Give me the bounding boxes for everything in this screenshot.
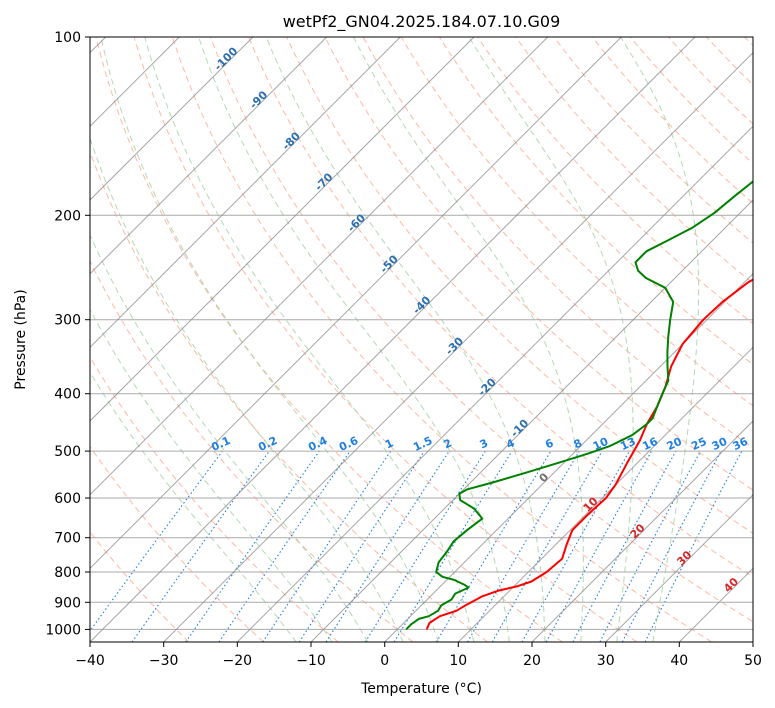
mixing-ratio-label: 20	[665, 435, 685, 453]
mixing-ratio-label: 13	[618, 435, 637, 453]
mixing-ratio-line	[218, 450, 351, 642]
mixing-ratio-label: 36	[731, 435, 751, 453]
moist-adiabat	[353, 37, 584, 642]
isotherm-line	[163, 51, 753, 642]
mixing-ratio-line	[298, 450, 425, 642]
y-axis: 1000 900 800 700 600 500 400 300 200 100	[45, 30, 90, 638]
dry-adiabat	[171, 37, 712, 642]
y-tick-label: 600	[54, 491, 81, 507]
isotherm-line	[90, 37, 696, 642]
plot-area	[90, 37, 753, 642]
isotherm-line	[457, 346, 753, 642]
isotherm-line	[236, 125, 753, 642]
mixing-ratio-line	[393, 450, 513, 642]
isotherm-line	[90, 37, 254, 201]
mixing-ratio-line	[90, 450, 223, 632]
dry-adiabat	[133, 37, 638, 642]
moist-adiabat	[265, 37, 546, 642]
moist-adiabat	[198, 37, 510, 642]
isotherm-line	[90, 37, 401, 349]
mixing-ratio-label: 16	[640, 435, 660, 453]
isotherm-line	[90, 37, 328, 275]
mixing-ratio-line	[572, 450, 677, 642]
mixing-ratio-label: 25	[689, 435, 708, 453]
dry-adiabat	[90, 356, 339, 642]
x-tick-label: −40	[75, 653, 105, 669]
dewpoint-line	[405, 180, 753, 631]
mixing-ratio-line	[644, 450, 743, 642]
mixing-ratio-line	[521, 450, 630, 642]
isotherm-line	[90, 37, 549, 496]
moist-adiabat	[100, 37, 439, 642]
isotherm-line	[605, 493, 753, 642]
isotherm-line	[531, 420, 753, 642]
y-tick-label: 400	[54, 387, 81, 403]
dry-adiabat	[90, 445, 264, 642]
sounding-series	[405, 180, 753, 631]
mixing-ratio-line	[131, 450, 270, 642]
y-tick-label: 900	[54, 595, 81, 611]
y-tick-label: 200	[54, 208, 81, 224]
isotherm-line	[310, 199, 753, 642]
x-tick-label: −10	[296, 653, 326, 669]
dry-adiabat	[95, 37, 563, 642]
x-tick-label: 20	[523, 653, 541, 669]
x-axis-label: Temperature (°C)	[360, 681, 482, 697]
chart-title: wetPf2_GN04.2025.184.07.10.G09	[283, 12, 561, 32]
mixing-ratio-label: 30	[710, 435, 730, 453]
dry-adiabat	[248, 37, 753, 578]
y-tick-label: 800	[54, 565, 81, 581]
moist-adiabat	[90, 371, 297, 642]
isotherm-line	[90, 37, 622, 570]
y-tick-label: 1000	[45, 622, 81, 638]
y-tick-label: 300	[54, 313, 81, 329]
mixing-ratio-line	[325, 450, 450, 642]
dry-adiabat	[90, 259, 414, 642]
dry-adiabat	[286, 37, 753, 534]
grid-lines	[90, 37, 753, 642]
y-tick-label: 700	[54, 531, 81, 547]
x-tick-label: −20	[223, 653, 253, 669]
y-tick-label: 500	[54, 444, 81, 460]
dry-adiabat	[210, 37, 753, 623]
x-tick-label: 50	[744, 653, 762, 669]
x-tick-label: 10	[449, 653, 467, 669]
x-axis: −40 −30 −20 −10 0 10 20 30 40 50	[75, 642, 762, 669]
x-tick-label: 0	[380, 653, 389, 669]
isotherm-line	[90, 37, 475, 422]
moist-adiabat	[90, 136, 404, 642]
isotherm-line	[752, 641, 753, 642]
moist-adiabat	[90, 233, 369, 642]
x-tick-label: 30	[597, 653, 615, 669]
x-tick-label: −30	[149, 653, 179, 669]
x-tick-label: 40	[670, 653, 688, 669]
moist-adiabat	[620, 37, 700, 642]
y-axis-label: Pressure (hPa)	[13, 289, 29, 389]
moist-adiabat	[144, 37, 475, 642]
plot-frame	[89, 36, 754, 643]
mixing-ratio-label: 10	[591, 435, 611, 453]
mixing-ratio-line	[262, 450, 392, 642]
y-tick-label: 100	[54, 30, 81, 46]
mixing-ratio-line	[545, 450, 653, 642]
dry-adiabat	[324, 37, 753, 491]
mixing-ratio-line	[185, 450, 320, 642]
moist-adiabat	[90, 308, 333, 642]
